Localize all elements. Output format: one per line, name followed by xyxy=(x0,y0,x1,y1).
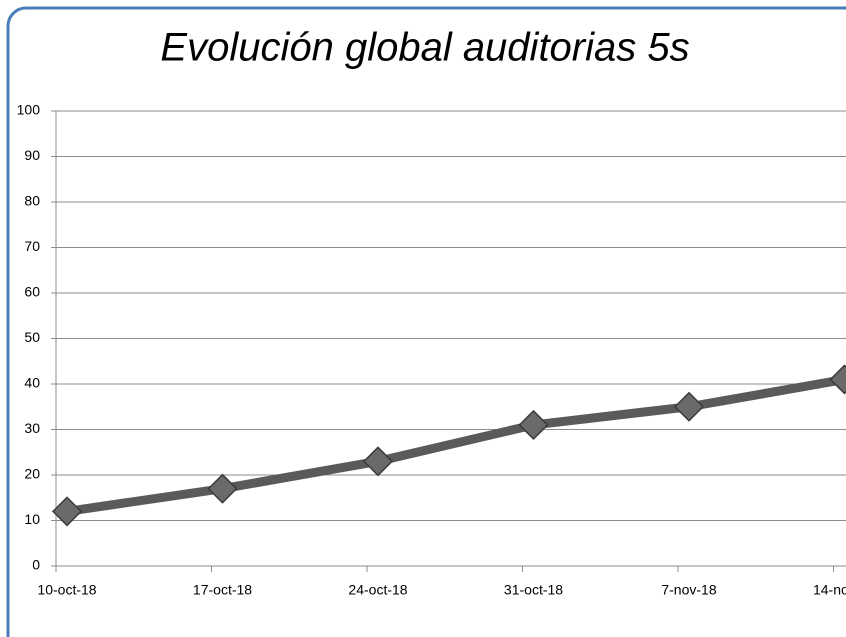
x-tick-label: 10-oct-18 xyxy=(37,582,96,598)
data-point xyxy=(518,409,549,441)
y-tick-label: 90 xyxy=(24,147,40,163)
data-line xyxy=(66,375,846,516)
data-point xyxy=(207,473,238,504)
y-tick-label: 30 xyxy=(24,420,40,436)
x-tick-label: 31-oct-18 xyxy=(504,582,563,598)
y-tick-label: 0 xyxy=(32,557,40,573)
y-tick-label: 10 xyxy=(24,511,40,527)
x-tick-label: 7-nov-18 xyxy=(661,582,716,598)
chart-frame xyxy=(6,6,846,637)
chart-title: Evolución global auditorias 5s xyxy=(160,26,689,70)
y-tick-label: 40 xyxy=(24,375,40,391)
data-point xyxy=(362,446,394,477)
y-tick-label: 60 xyxy=(24,284,40,300)
y-tick-label: 100 xyxy=(17,102,41,118)
y-tick-label: 70 xyxy=(24,238,40,254)
data-point xyxy=(673,391,705,422)
x-tick-label: 24-oct-18 xyxy=(348,582,407,598)
data-point xyxy=(829,364,846,395)
data-point xyxy=(51,496,83,527)
x-tick-label: 14-nov-18 xyxy=(813,582,846,598)
x-tick-label: 17-oct-18 xyxy=(193,582,252,598)
y-tick-label: 80 xyxy=(24,193,40,209)
y-tick-label: 20 xyxy=(24,466,40,482)
y-tick-label: 50 xyxy=(24,329,40,345)
